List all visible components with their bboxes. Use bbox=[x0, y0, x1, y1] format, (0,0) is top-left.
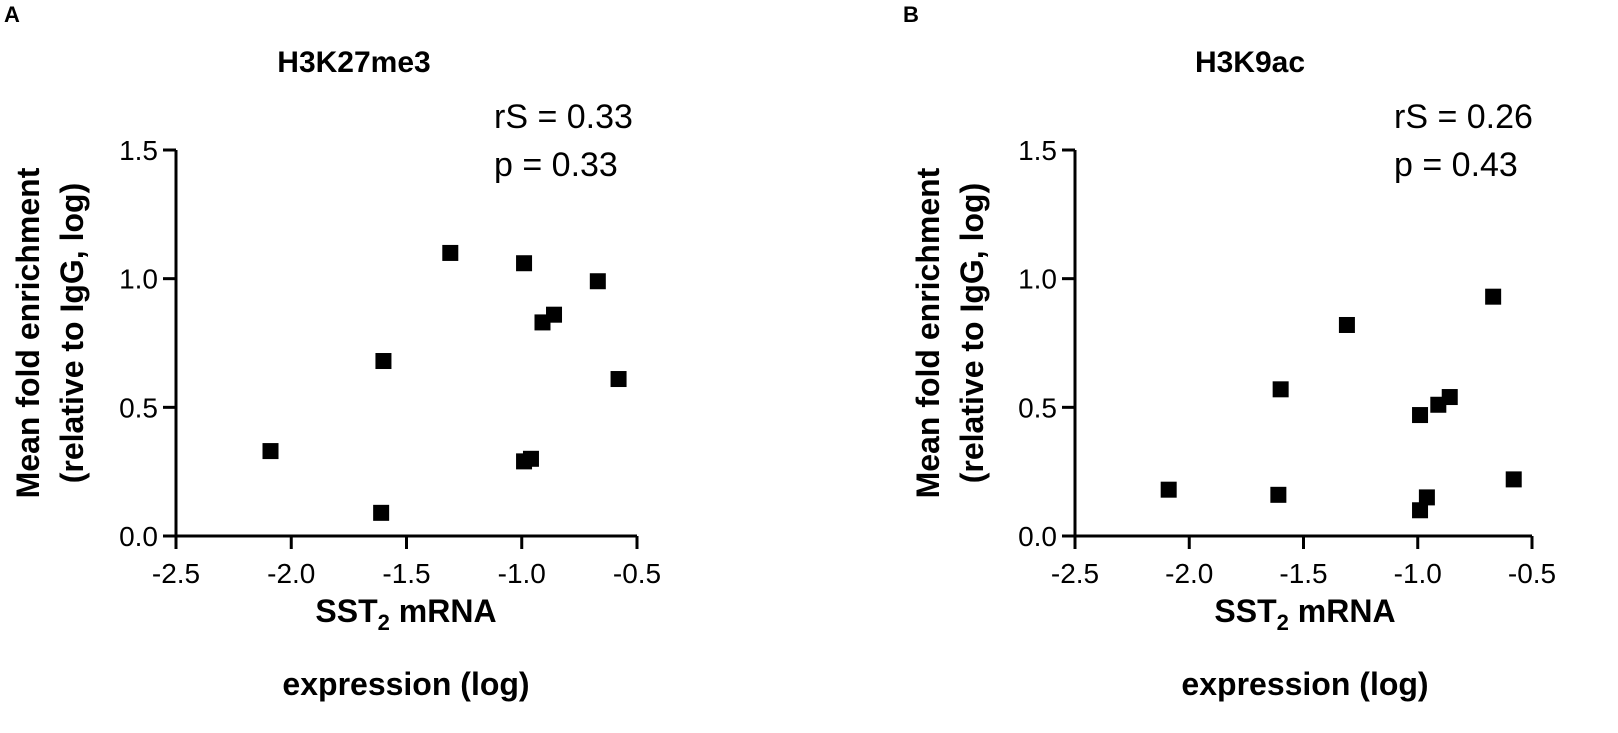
data-point bbox=[610, 371, 627, 388]
data-point bbox=[375, 353, 392, 370]
x-tick-label: -0.5 bbox=[1508, 558, 1556, 589]
y-tick-label: 0.0 bbox=[119, 521, 158, 552]
data-point bbox=[262, 443, 279, 460]
x-tick-label: -2.0 bbox=[1165, 558, 1213, 589]
y-tick-label: 0.5 bbox=[1018, 392, 1057, 423]
data-point bbox=[1505, 471, 1522, 488]
x-axis-label: SST2 mRNA bbox=[1214, 593, 1395, 635]
y-tick-label: 1.0 bbox=[1018, 264, 1057, 295]
data-point bbox=[373, 504, 390, 521]
x-axis-label-rest: mRNA bbox=[1289, 593, 1396, 629]
spearman-r-annotation: rS = 0.26 bbox=[1394, 98, 1533, 136]
x-tick-label: -1.0 bbox=[498, 558, 546, 589]
panel-a: A H3K27me3 rS = 0.33 p = 0.33 0.0 0.5 1.0 1.5 -2… bbox=[4, 2, 661, 702]
y-axis-label-line2: (relative to IgG, log) bbox=[954, 183, 990, 483]
data-point bbox=[1338, 316, 1355, 333]
chart-title: H3K27me3 bbox=[277, 46, 430, 79]
data-point bbox=[546, 306, 563, 323]
x-axis-label-rest: mRNA bbox=[390, 593, 497, 629]
data-point bbox=[442, 244, 459, 261]
panel-b: B H3K9ac rS = 0.26 p = 0.43 0.0 0.5 1.0 1.5 -2.5… bbox=[903, 2, 1556, 702]
y-axis-label-line2: (relative to IgG, log) bbox=[54, 183, 90, 483]
x-tick-label: -2.5 bbox=[1051, 558, 1099, 589]
x-axis-label: SST2 mRNA bbox=[315, 593, 496, 635]
x-axis-label-main: SST bbox=[1214, 593, 1277, 629]
x-tick-label: -1.5 bbox=[1279, 558, 1327, 589]
x-axis-label-line2: expression (log) bbox=[282, 666, 529, 702]
y-tick-label: 1.0 bbox=[119, 264, 158, 295]
data-point bbox=[1418, 489, 1435, 506]
x-axis-label-subscript: 2 bbox=[1277, 610, 1289, 635]
x-axis-label-subscript: 2 bbox=[378, 610, 390, 635]
x-axis-label-line2: expression (log) bbox=[1181, 666, 1428, 702]
y-tick-label: 0.0 bbox=[1018, 521, 1057, 552]
x-tick-label: -2.5 bbox=[152, 558, 200, 589]
data-point bbox=[1270, 486, 1287, 503]
x-tick-label: -2.0 bbox=[267, 558, 315, 589]
p-value-annotation: p = 0.33 bbox=[494, 146, 618, 184]
x-tick-label: -0.5 bbox=[613, 558, 661, 589]
data-point bbox=[522, 450, 539, 467]
data-point bbox=[1412, 502, 1429, 519]
data-point bbox=[589, 273, 606, 290]
p-value-annotation: p = 0.43 bbox=[1394, 146, 1518, 184]
data-point bbox=[1272, 381, 1289, 398]
data-point bbox=[1160, 481, 1177, 498]
y-axis-label: Mean fold enrichment bbox=[910, 167, 946, 498]
panel-letter: A bbox=[4, 2, 20, 27]
data-point bbox=[1441, 389, 1458, 406]
panel-letter: B bbox=[903, 2, 919, 27]
x-tick-label: -1.0 bbox=[1394, 558, 1442, 589]
y-axis-label: Mean fold enrichment bbox=[10, 167, 46, 498]
x-axis-label-main: SST bbox=[315, 593, 378, 629]
chart-title: H3K9ac bbox=[1195, 46, 1305, 79]
data-point bbox=[1412, 407, 1429, 424]
y-tick-label: 1.5 bbox=[1018, 135, 1057, 166]
x-tick-label: -1.5 bbox=[382, 558, 430, 589]
y-tick-label: 0.5 bbox=[119, 392, 158, 423]
spearman-r-annotation: rS = 0.33 bbox=[494, 98, 633, 136]
data-point bbox=[1485, 288, 1502, 305]
data-point bbox=[516, 255, 533, 272]
y-tick-label: 1.5 bbox=[119, 135, 158, 166]
